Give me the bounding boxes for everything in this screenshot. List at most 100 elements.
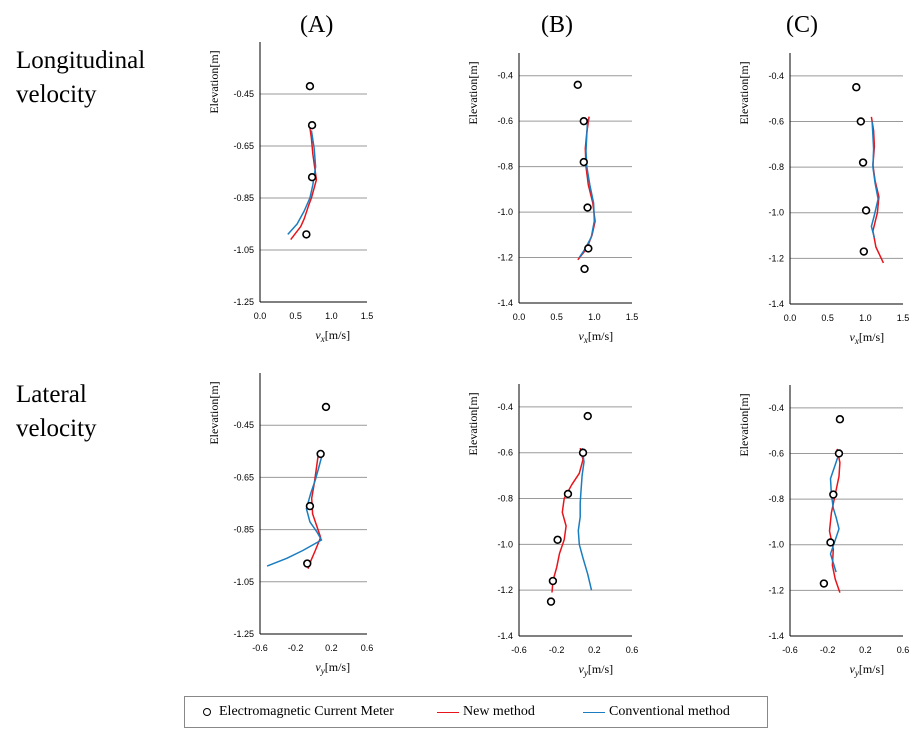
current-meter-point <box>548 576 558 586</box>
y-tick-label: -1.0 <box>497 539 513 549</box>
current-meter-point <box>829 490 838 499</box>
x-tick-label: 0.5 <box>550 312 563 322</box>
x-axis-label: vy[m/s] <box>579 662 614 678</box>
y-axis-label: Elevation[m] <box>207 381 221 444</box>
x-tick-label: 1.5 <box>897 313 910 323</box>
x-axis-label: vy[m/s] <box>850 662 885 678</box>
new-method-line <box>307 456 322 570</box>
y-tick-label: -1.4 <box>497 631 513 641</box>
x-tick-label: -0.2 <box>820 645 836 655</box>
y-tick-label: -0.4 <box>497 402 513 412</box>
y-tick-label: -0.6 <box>497 448 513 458</box>
conventional-method-line <box>287 130 317 235</box>
x-tick-label: 0.0 <box>513 312 526 322</box>
x-tick-label: 0.6 <box>361 643 374 653</box>
chart-legend: Electromagnetic Current Meter New method… <box>184 696 768 728</box>
row-label-line: velocity <box>16 415 97 442</box>
x-tick-label: 0.6 <box>626 645 639 655</box>
x-tick-label: 0.2 <box>859 645 872 655</box>
current-meter-point <box>307 120 317 130</box>
y-tick-label: -0.6 <box>768 448 784 458</box>
current-meter-point <box>835 415 845 424</box>
current-meter-point <box>563 489 573 499</box>
x-tick-label: 0.6 <box>897 645 910 655</box>
current-meter-point <box>826 538 835 547</box>
column-label-c: (C) <box>786 12 818 38</box>
current-meter-point <box>307 173 317 182</box>
x-tick-label: 0.5 <box>821 313 834 323</box>
current-meter-point <box>584 244 593 253</box>
conventional-method-line <box>578 118 596 258</box>
x-axis-label: vx[m/s] <box>315 328 350 344</box>
circle-marker-icon <box>203 708 211 716</box>
current-meter-point <box>858 158 868 167</box>
row-label-longitudinal: Longitudinal velocity <box>16 44 145 112</box>
y-tick-label: -1.2 <box>768 585 784 595</box>
x-tick-label: -0.2 <box>288 643 304 653</box>
x-tick-label: 1.5 <box>361 311 374 321</box>
x-tick-label: 0.5 <box>289 311 302 321</box>
x-tick-label: 1.5 <box>626 312 639 322</box>
current-meter-point <box>305 501 315 511</box>
y-tick-label: -0.45 <box>233 89 254 99</box>
current-meter-point <box>546 597 556 606</box>
x-tick-label: 1.0 <box>588 312 601 322</box>
y-tick-label: -1.2 <box>768 253 784 263</box>
blue-line-icon <box>583 711 605 713</box>
x-tick-label: -0.2 <box>549 645 565 655</box>
y-tick-label: -1.25 <box>233 297 254 307</box>
new-method-line <box>870 116 885 264</box>
x-tick-label: 0.0 <box>254 311 267 321</box>
y-tick-label: -1.0 <box>768 208 784 218</box>
x-tick-label: 0.2 <box>325 643 338 653</box>
y-tick-label: -0.65 <box>233 472 254 482</box>
x-tick-label: 0.2 <box>588 645 601 655</box>
row-label-line: velocity <box>16 81 97 108</box>
current-meter-point <box>579 116 588 126</box>
y-tick-label: -1.0 <box>497 207 513 217</box>
current-meter-point <box>303 559 312 568</box>
y-tick-label: -1.05 <box>233 577 254 587</box>
x-axis-label: vy[m/s] <box>315 660 350 676</box>
current-meter-point <box>305 81 315 91</box>
current-meter-point <box>321 402 331 412</box>
y-tick-label: -1.25 <box>233 629 254 639</box>
current-meter-point <box>819 579 829 588</box>
y-tick-label: -0.85 <box>233 193 254 203</box>
current-meter-point <box>316 449 325 459</box>
new-method-line <box>828 448 841 593</box>
y-tick-label: -1.05 <box>233 245 254 255</box>
row-label-line: Lateral <box>16 381 87 408</box>
legend-label: New method <box>463 704 535 719</box>
legend-label: Electromagnetic Current Meter <box>219 704 394 719</box>
conventional-method-line <box>870 121 879 238</box>
conventional-method-line <box>829 453 840 573</box>
legend-item-current-meter: Electromagnetic Current Meter <box>203 697 394 727</box>
new-method-line <box>577 116 596 261</box>
y-tick-label: -0.8 <box>497 162 513 172</box>
y-tick-label: -0.4 <box>768 403 784 413</box>
y-tick-label: -1.0 <box>768 540 784 550</box>
y-axis-label: Elevation[m] <box>466 392 480 455</box>
y-tick-label: -0.4 <box>768 71 784 81</box>
current-meter-point <box>856 117 866 126</box>
current-meter-point <box>579 157 588 167</box>
y-tick-label: -1.2 <box>497 585 513 595</box>
y-axis-label: Elevation[m] <box>737 61 751 124</box>
current-meter-point <box>834 449 844 458</box>
x-tick-label: -0.6 <box>252 643 268 653</box>
y-tick-label: -0.8 <box>768 162 784 172</box>
y-tick-label: -1.4 <box>768 631 784 641</box>
y-tick-label: -0.8 <box>768 494 784 504</box>
legend-item-conventional-method: Conventional method <box>583 697 730 727</box>
y-tick-label: -0.4 <box>497 71 513 81</box>
conventional-method-line <box>577 447 593 591</box>
current-meter-point <box>859 247 869 256</box>
y-tick-label: -0.6 <box>768 116 784 126</box>
legend-label: Conventional method <box>609 704 730 719</box>
x-tick-label: 0.0 <box>784 313 797 323</box>
x-tick-label: -0.6 <box>511 645 527 655</box>
current-meter-point <box>583 411 592 421</box>
column-label-b: (B) <box>541 12 573 38</box>
y-tick-label: -0.8 <box>497 494 513 504</box>
